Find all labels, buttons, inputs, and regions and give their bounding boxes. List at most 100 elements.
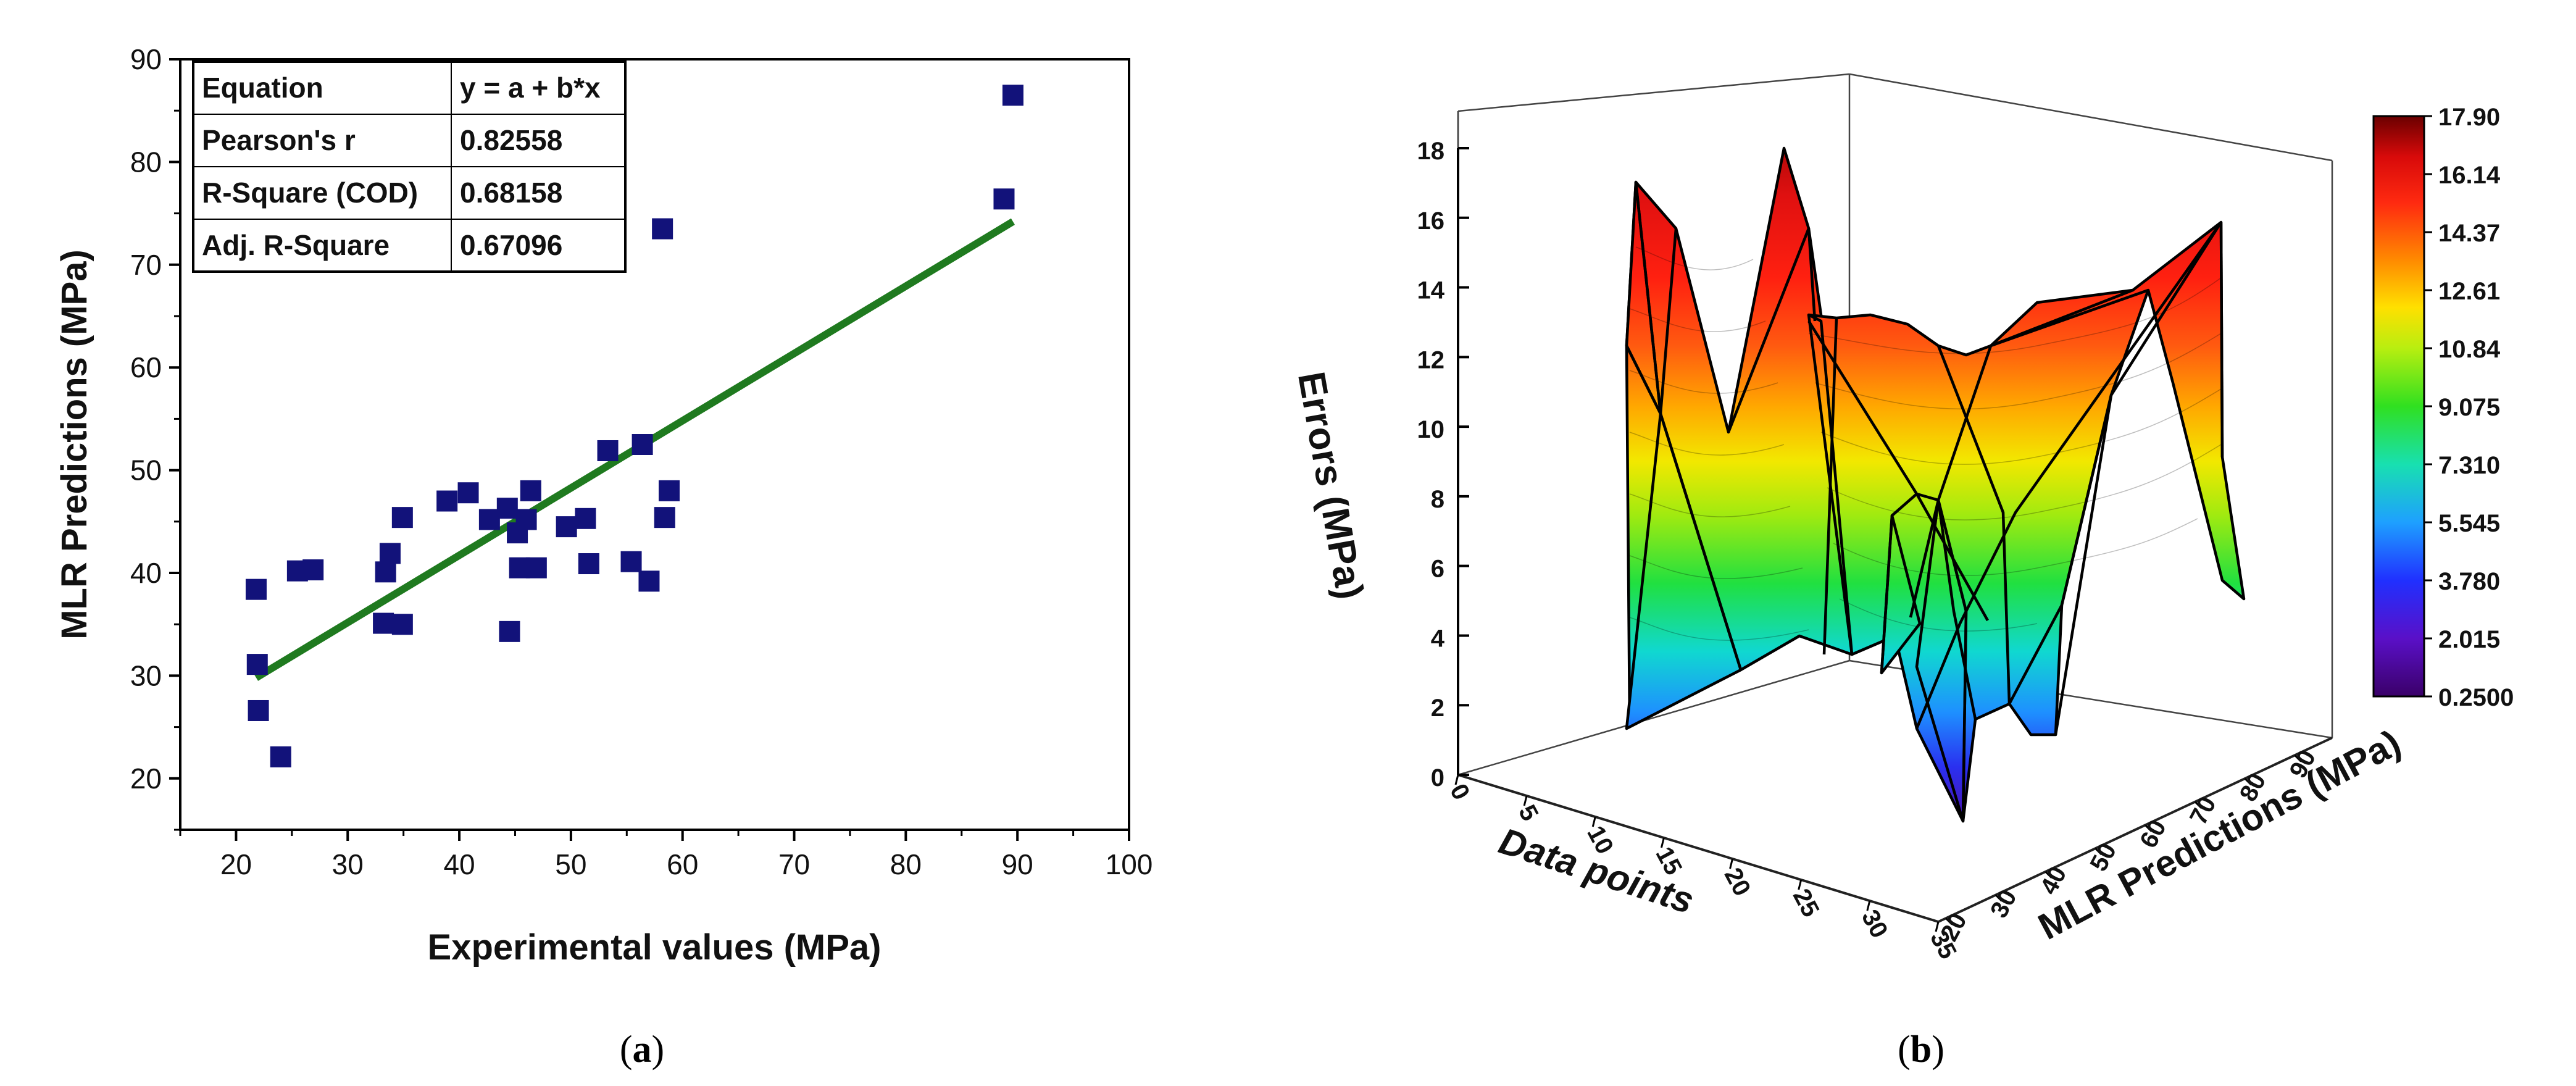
colorbar-tick-label: 12.61: [2438, 278, 2500, 305]
scatter-point: [391, 507, 413, 528]
z-axis-label: Errors (MPa): [1290, 369, 1372, 602]
stats-table-label: Equation: [202, 72, 323, 104]
colorbar-tick-label: 5.545: [2438, 510, 2500, 537]
scatter-point: [597, 440, 619, 461]
x-tick-label: 30: [332, 848, 364, 880]
y-tick-label: 70: [130, 249, 162, 281]
z-tick-label: 18: [1417, 138, 1445, 165]
stats-table-label: R-Square (COD): [202, 177, 418, 209]
z-tick-label: 0: [1431, 764, 1444, 792]
y-tick-label: 90: [130, 43, 162, 75]
x3d-tick-mark: [1523, 795, 1528, 806]
x-tick-label: 20: [220, 848, 252, 880]
y-axis-label: MLR Predictions (MPa): [2032, 722, 2407, 948]
scatter-point: [373, 612, 394, 634]
y-axis-ticks: 20 30 40 50 60 70 80 90: [130, 43, 180, 831]
x3d-tick-mark: [1729, 858, 1734, 869]
scatter-point: [375, 561, 396, 583]
x-tick-label: 40: [443, 848, 475, 880]
y-tick-label: 40: [130, 557, 162, 589]
colorbar-tick-label: 14.37: [2438, 220, 2500, 247]
y-tick-label: 50: [130, 454, 162, 487]
x3d-tick-label: 0: [1444, 780, 1475, 804]
surface-facet: [1807, 220, 2246, 823]
y-tick-label: 20: [130, 762, 162, 795]
scatter-point: [515, 509, 537, 530]
error-surface: [1625, 146, 2246, 823]
scatter-point: [436, 490, 458, 512]
scatter-point: [245, 579, 267, 600]
colorbar-ticks: 17.90 16.14 14.37 12.61 10.84 9.075 7.310 5.545…: [2424, 104, 2514, 711]
x-axis-ticks: 20 30 40 50 60 70 80 90 100: [179, 830, 1153, 880]
colorbar-tick-label: 7.310: [2438, 452, 2500, 479]
x3d-tick-label: 30: [1856, 906, 1893, 943]
y3d-tick-mark: [1945, 917, 1953, 925]
y3d-tick-mark: [2095, 848, 2103, 856]
scatter-point: [652, 218, 673, 240]
scatter-point: [391, 614, 413, 635]
scatter-point: [575, 507, 596, 529]
caption-a-letter: a: [633, 1029, 652, 1071]
box-floor-edges: [1457, 737, 2333, 923]
scatter-point: [478, 509, 500, 530]
x3d-tick-mark: [1454, 774, 1459, 785]
scatter-point: [638, 570, 660, 592]
colorbar-tick-label: 3.780: [2438, 568, 2500, 595]
scatter-points: [245, 85, 1023, 767]
y3d-tick-mark: [2244, 777, 2252, 786]
x-tick-label: 70: [778, 848, 810, 880]
x3d-tick-label: 20: [1719, 864, 1756, 901]
y3d-tick-mark: [2194, 801, 2202, 809]
z-tick-label: 16: [1417, 207, 1445, 235]
scatter-point: [496, 498, 518, 519]
surface-mesh-lines: [1625, 182, 2224, 822]
scatter-point: [248, 700, 269, 721]
scatter-point: [525, 557, 547, 579]
colorbar-tick-label: 0.2500: [2438, 684, 2514, 711]
x-axis-label: Experimental values (MPa): [428, 927, 882, 967]
y3d-tick-mark: [2145, 824, 2153, 832]
colorbar-tick-label: 9.075: [2438, 394, 2500, 421]
caption-b-letter: b: [1911, 1029, 1932, 1071]
z-tick-label: 2: [1431, 695, 1444, 722]
y3d-tick-label: 30: [1985, 885, 2022, 922]
scatter-point: [520, 480, 541, 501]
y3d-tick-mark: [2294, 754, 2302, 762]
caption-a: (a): [620, 1029, 664, 1071]
x3d-tick-mark: [1935, 921, 1940, 932]
x-tick-label: 90: [1002, 848, 1033, 880]
stats-table: Equation y = a + b*x Pearson's r 0.82558 R-S…: [192, 61, 627, 273]
y-tick-label: 60: [130, 351, 162, 383]
x-tick-label: 50: [555, 848, 586, 880]
x3d-tick-mark: [1660, 837, 1665, 848]
stats-table-value: 0.82558: [460, 124, 562, 156]
scatter-point: [457, 482, 479, 504]
z-tick-label: 10: [1417, 416, 1445, 443]
stats-table-label: Pearson's r: [202, 124, 356, 156]
scatter-point: [654, 507, 675, 528]
x3d-tick-mark: [1591, 816, 1596, 827]
surface-contours: [1629, 246, 2222, 641]
colorbar-tick-label: 17.90: [2438, 104, 2500, 131]
x3d-tick-label: 5: [1513, 801, 1543, 825]
y-tick-label: 80: [130, 146, 162, 178]
scatter-point: [379, 543, 401, 564]
z-tick-label: 8: [1431, 486, 1444, 513]
x3d-tick-mark: [1798, 879, 1803, 890]
scatter-point: [993, 188, 1015, 210]
z-tick-label: 12: [1417, 346, 1445, 374]
plot-frame: [179, 58, 1130, 831]
y-tick-label: 30: [130, 659, 162, 691]
panel-a-scatter: 20 30 40 50 60 70 80 90 100 20 30 40 50 60 70 80 90 Equ…: [54, 43, 1153, 1071]
x3d-tick-label: 25: [1788, 885, 1825, 922]
stats-table-value: y = a + b*x: [460, 72, 601, 104]
colorbar-tick-label: 16.14: [2438, 162, 2501, 189]
colorbar: [2372, 115, 2425, 698]
x-tick-label: 100: [1106, 848, 1153, 880]
scatter-point: [246, 654, 268, 675]
x-tick-label: 60: [667, 848, 698, 880]
x-tick-label: 80: [890, 848, 922, 880]
